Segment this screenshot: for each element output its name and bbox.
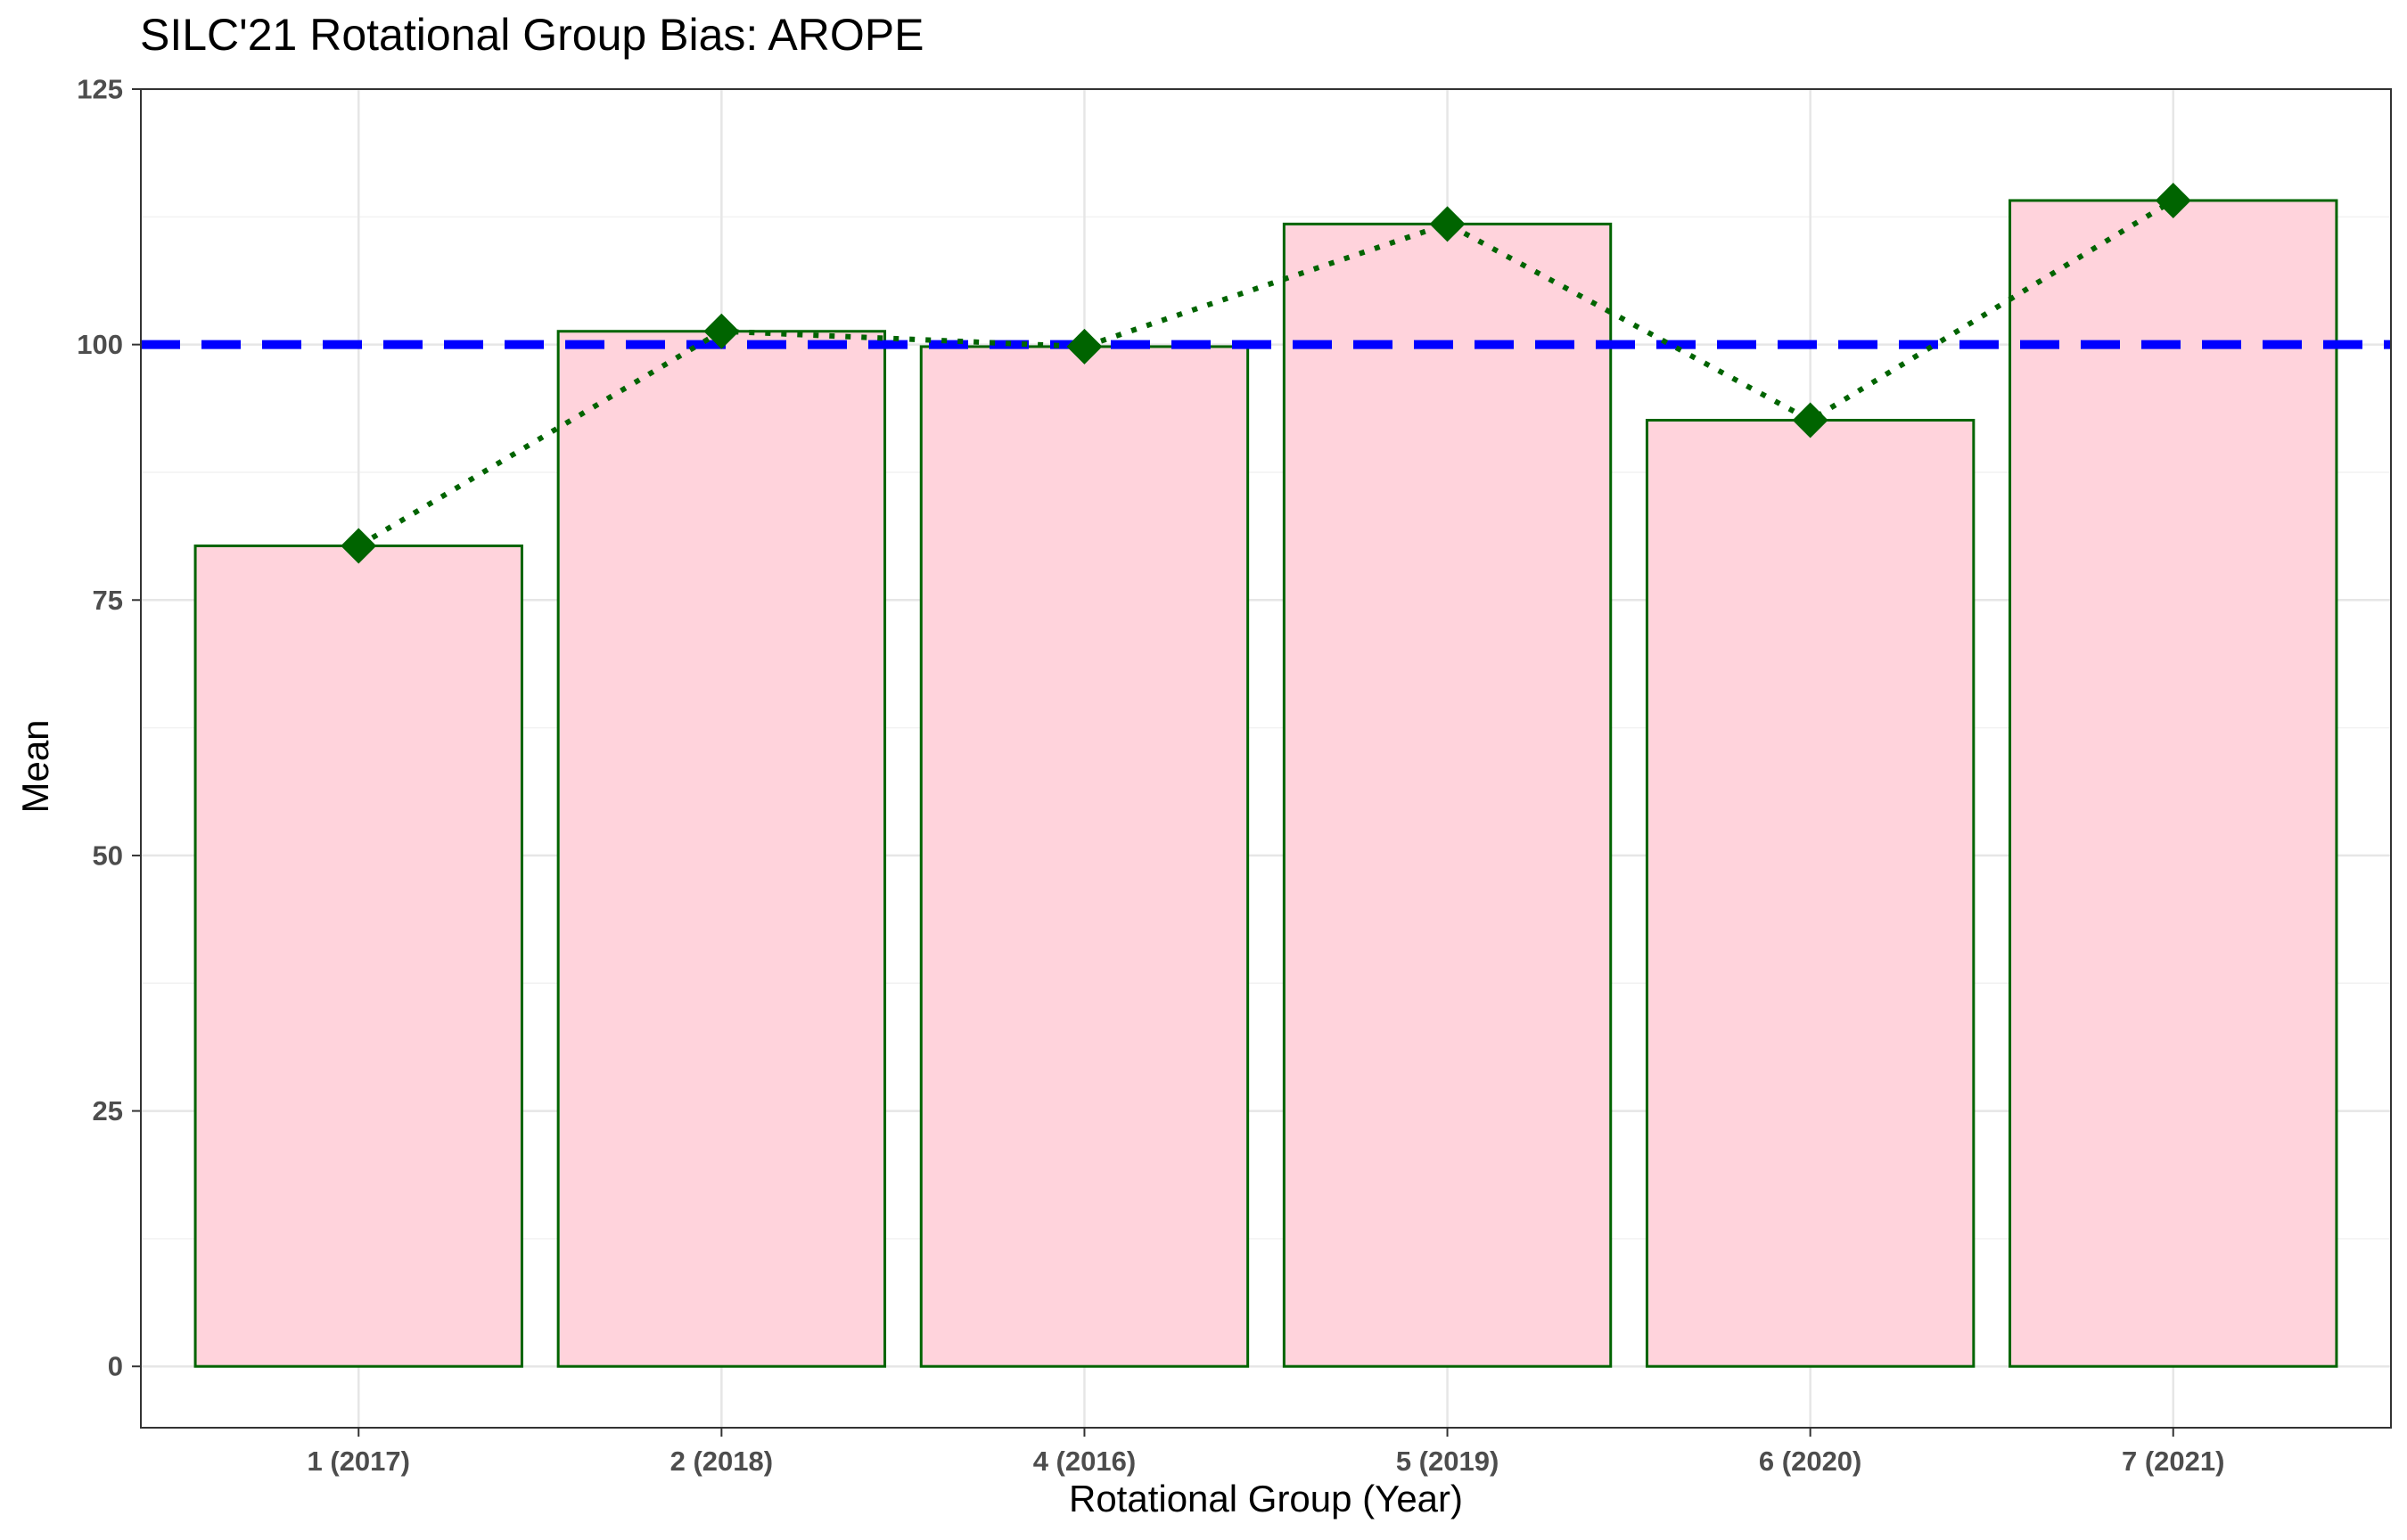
bar bbox=[1282, 222, 1613, 1368]
chart-title: SILC'21 Rotational Group Bias: AROPE bbox=[140, 10, 924, 60]
data-point bbox=[1429, 206, 1466, 242]
y-tick-label: 75 bbox=[93, 585, 123, 616]
bar bbox=[919, 345, 1250, 1368]
x-tick-label: 6 (2020) bbox=[1759, 1446, 1861, 1477]
x-axis-title: Rotational Group (Year) bbox=[1068, 1478, 1464, 1520]
data-point bbox=[341, 528, 377, 564]
data-point bbox=[703, 313, 740, 349]
data-point bbox=[2155, 182, 2191, 218]
y-axis-title: Mean bbox=[14, 719, 56, 814]
data-point bbox=[1792, 402, 1828, 438]
y-tick-label: 50 bbox=[93, 840, 123, 871]
x-tick-label: 7 (2021) bbox=[2122, 1446, 2224, 1477]
data-point bbox=[1066, 328, 1103, 365]
x-tick-label: 1 (2017) bbox=[308, 1446, 410, 1477]
x-tick-label: 4 (2016) bbox=[1033, 1446, 1136, 1477]
y-tick-label: 25 bbox=[93, 1095, 123, 1126]
bar bbox=[556, 330, 887, 1368]
y-tick-label: 125 bbox=[77, 74, 123, 105]
y-tick-label: 0 bbox=[108, 1351, 123, 1382]
x-tick-label: 5 (2019) bbox=[1396, 1446, 1499, 1477]
bar bbox=[1645, 418, 1976, 1368]
bar bbox=[193, 545, 523, 1368]
panel-border bbox=[140, 88, 2392, 1429]
y-tick-label: 100 bbox=[77, 329, 123, 360]
x-tick-label: 2 (2018) bbox=[670, 1446, 773, 1477]
bar bbox=[2009, 199, 2338, 1368]
